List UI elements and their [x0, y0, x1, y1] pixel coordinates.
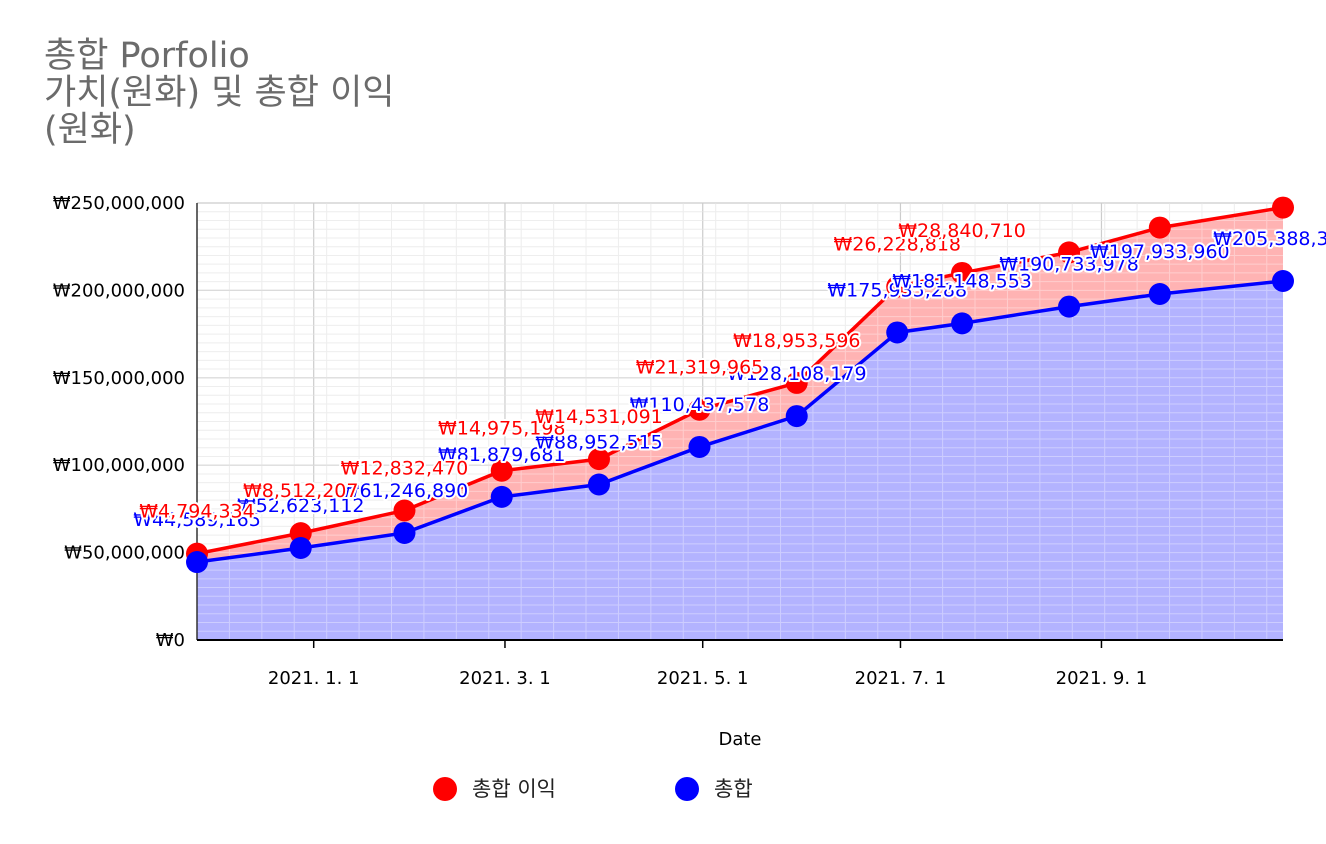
points — [186, 196, 1294, 574]
data-label-total: ₩81,879,681 — [438, 444, 566, 466]
point-total — [289, 537, 312, 560]
data-label-total: ₩190,733,978 — [999, 254, 1139, 276]
data-label-total: ₩44,589,165 — [133, 509, 261, 531]
point-total — [1272, 269, 1294, 292]
x-tick-label: 2021. 9. 1 — [1056, 668, 1148, 689]
legend-marker-total-profit — [433, 777, 457, 801]
chart-title-line-3: (원화) — [44, 110, 136, 150]
point-total-profit — [951, 261, 974, 284]
point-total — [587, 473, 610, 496]
point-total-profit — [393, 499, 416, 522]
line-total — [197, 279, 1283, 564]
point-total-profit — [688, 398, 711, 421]
point-total — [886, 321, 909, 344]
y-tick-label: ₩0 — [156, 630, 185, 651]
area-total-profit — [197, 207, 1283, 563]
y-tick-label: ₩150,000,000 — [53, 368, 185, 389]
point-total — [785, 405, 808, 428]
legend: 총합 이익 총합 — [433, 777, 753, 801]
y-tick-label: ₩50,000,000 — [64, 543, 185, 564]
x-tick-label: 2021. 3. 1 — [459, 668, 551, 689]
point-total-profit — [1058, 241, 1081, 264]
y-tick-label: ₩100,000,000 — [53, 455, 185, 476]
data-label-total: ₩52,623,112 — [237, 495, 365, 517]
area-total — [197, 280, 1283, 640]
legend-label-total: 총합 — [714, 777, 753, 801]
point-total — [393, 521, 416, 544]
x-tick-label: 2021. 1. 1 — [268, 668, 360, 689]
point-total — [951, 312, 974, 335]
data-label-total-profit: ₩8,512,207 — [243, 480, 358, 502]
data-label-total: ₩61,246,890 — [341, 480, 469, 502]
data-label-total-profit: ₩14,975,198 — [438, 418, 566, 440]
point-total-profit — [1148, 216, 1171, 239]
x-tick-label: 2021. 5. 1 — [657, 668, 749, 689]
data-label-total-profit: ₩12,832,470 — [341, 458, 469, 480]
x-tick-label: 2021. 7. 1 — [855, 668, 947, 689]
point-total-profit — [886, 275, 909, 298]
data-label-total: ₩197,933,960 — [1090, 241, 1230, 263]
data-label-total-profit: ₩28,840,710 — [898, 220, 1026, 242]
point-total — [490, 485, 513, 508]
point-total — [1148, 283, 1171, 306]
point-total-profit — [1272, 196, 1294, 219]
data-label-total-profit: ₩26,228,818 — [833, 234, 961, 256]
data-label-total: ₩128,108,179 — [727, 363, 867, 385]
data-label-total: ₩181,148,553 — [892, 270, 1032, 292]
legend-label-total-profit: 총합 이익 — [472, 777, 556, 801]
point-total — [1058, 295, 1081, 318]
data-label-total: ₩205,388,300 — [1213, 228, 1326, 250]
point-total-profit — [785, 371, 808, 394]
chart-title-line-1: 총합 Porfolio — [44, 36, 250, 76]
point-total — [688, 435, 711, 458]
grid-overlay — [197, 203, 1283, 640]
data-labels: ₩44,589,165₩52,623,112₩61,246,890 ₩81,879… — [131, 218, 1326, 533]
point-total-profit — [587, 448, 610, 471]
data-label-total: ₩110,437,578 — [630, 394, 770, 416]
point-total-profit — [490, 459, 513, 482]
line-total-profit — [197, 205, 1283, 556]
chart-title: 총합 Porfolio 가치(원화) 및 총합 이익 (원화) — [44, 38, 395, 149]
data-label-total-profit: ₩18,953,596 — [733, 330, 861, 352]
data-label-total-profit: ₩21,319,965 — [636, 357, 764, 379]
areas — [197, 207, 1283, 640]
y-tick-label: ₩200,000,000 — [53, 280, 185, 301]
x-axis-label: Date — [718, 729, 761, 750]
y-tick-label: ₩250,000,000 — [53, 193, 185, 214]
data-label-total-profit: ₩14,531,091 — [535, 406, 663, 428]
legend-marker-total — [675, 777, 699, 801]
point-total — [186, 551, 208, 574]
chart-title-line-2: 가치(원화) 및 총합 이익 — [44, 73, 395, 113]
data-label-total: ₩175,935,288 — [827, 279, 967, 301]
data-label-total-profit: ₩4,794,334 — [139, 501, 254, 523]
data-label-total: ₩88,952,515 — [535, 432, 663, 454]
